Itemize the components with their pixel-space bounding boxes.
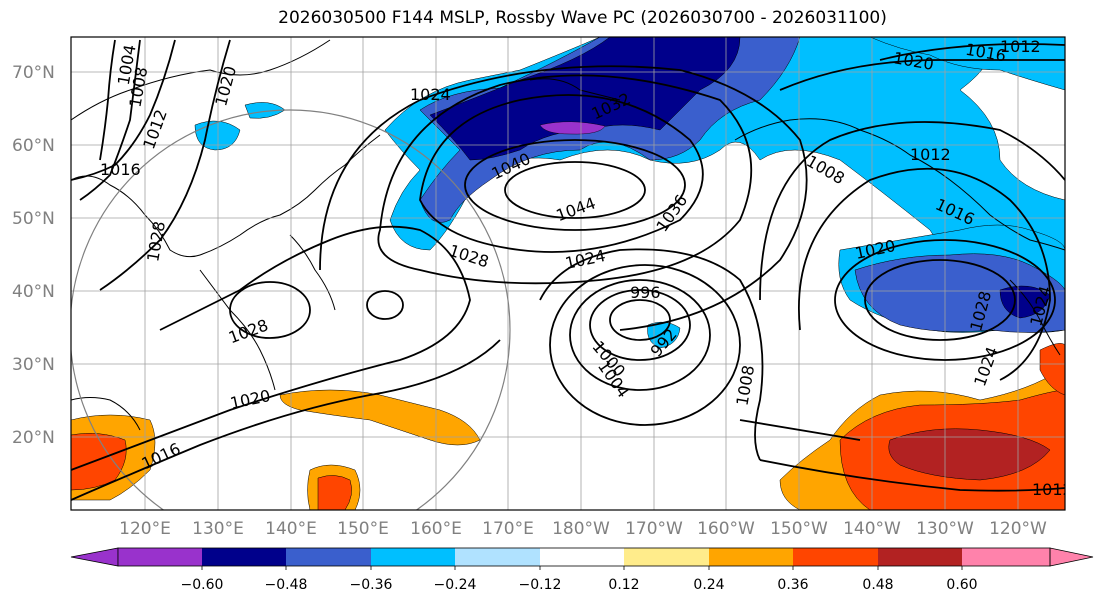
colorbar-segment (793, 548, 878, 566)
lon-label: 130°W (916, 519, 974, 539)
negative-anomaly-northeast (869, 37, 1065, 91)
colorbar-tick-label: 0.36 (777, 577, 808, 593)
lon-label: 170°W (625, 519, 683, 539)
colorbar-segment (286, 548, 371, 566)
lon-label: 150°E (337, 519, 389, 539)
colorbar-extend-high (1049, 547, 1094, 567)
colorbar-segment (962, 548, 1050, 566)
colorbar: −0.60 −0.48 −0.36 −0.24 −0.12 0.12 0.24 … (70, 547, 1094, 593)
map-border (70, 36, 1066, 511)
lon-label: 170°E (482, 519, 534, 539)
lat-label: 50°N (12, 209, 55, 229)
colorbar-tick-label: −0.60 (181, 577, 224, 593)
lon-label: 130°E (192, 519, 244, 539)
colorbar-segment (371, 548, 455, 566)
isobar-label: 1012 (910, 145, 951, 164)
positive-anomaly-mexico-coast (1039, 343, 1065, 396)
lat-label: 30°N (12, 355, 55, 375)
chart-title: 2026030500 F144 MSLP, Rossby Wave PC (20… (278, 8, 887, 28)
map-panel: 1004 1008 1012 1016 1020 1024 1028 1032 … (71, 37, 1073, 510)
lon-label: 150°W (770, 519, 828, 539)
colorbar-tick-label: 0.60 (946, 577, 977, 593)
colorbar-segment (202, 548, 286, 566)
colorbar-segment (624, 548, 709, 566)
coastlines (71, 39, 1065, 431)
colorbar-segment (540, 548, 624, 566)
positive-anomaly-west-edge-red (71, 433, 127, 491)
lat-label: 60°N (12, 136, 55, 156)
colorbar-tick-label: 0.12 (608, 577, 639, 593)
reference-circle (71, 109, 511, 510)
lon-label: 140°E (265, 519, 317, 539)
colorbar-segment (878, 548, 962, 566)
colorbar-ticks (201, 566, 963, 570)
colorbar-tick-label: −0.36 (350, 577, 393, 593)
colorbar-tick-label: −0.48 (265, 577, 308, 593)
purple-core (539, 121, 606, 135)
colorbar-tick-label: 0.24 (693, 577, 724, 593)
longitude-labels: 120°E 130°E 140°E 150°E 160°E 170°E 180°… (119, 519, 1047, 539)
lat-label: 40°N (12, 282, 55, 302)
anomaly-shading (71, 37, 1065, 510)
positive-anomaly-east-pacific-core (888, 428, 1051, 481)
isobar-label: 1012 (1000, 37, 1041, 56)
isobar-label: 1016 (100, 160, 141, 179)
colorbar-border (117, 547, 1051, 567)
colorbar-extend-low (70, 547, 119, 567)
lon-label: 140°W (843, 519, 901, 539)
colorbar-segment (455, 548, 540, 566)
colorbar-segment (118, 548, 202, 566)
lon-label: 160°E (410, 519, 462, 539)
isobar-label: 1012 (1032, 480, 1073, 499)
lon-label: 120°W (989, 519, 1047, 539)
colorbar-tick-label: −0.12 (519, 577, 562, 593)
isobar-label: 996 (630, 283, 661, 302)
colorbar-segment (709, 548, 793, 566)
colorbar-tick-label: −0.24 (434, 577, 477, 593)
lon-label: 180°W (552, 519, 610, 539)
lat-label: 70°N (12, 63, 55, 83)
lat-label: 20°N (12, 428, 55, 448)
colorbar-tick-label: 0.48 (862, 577, 893, 593)
positive-anomaly-south-red (317, 475, 352, 510)
isobars (71, 39, 1065, 501)
lon-label: 120°E (119, 519, 171, 539)
lon-label: 160°W (697, 519, 755, 539)
isobar-label: 1024 (410, 85, 451, 104)
latitude-labels: 70°N 60°N 50°N 40°N 30°N 20°N (12, 63, 55, 448)
